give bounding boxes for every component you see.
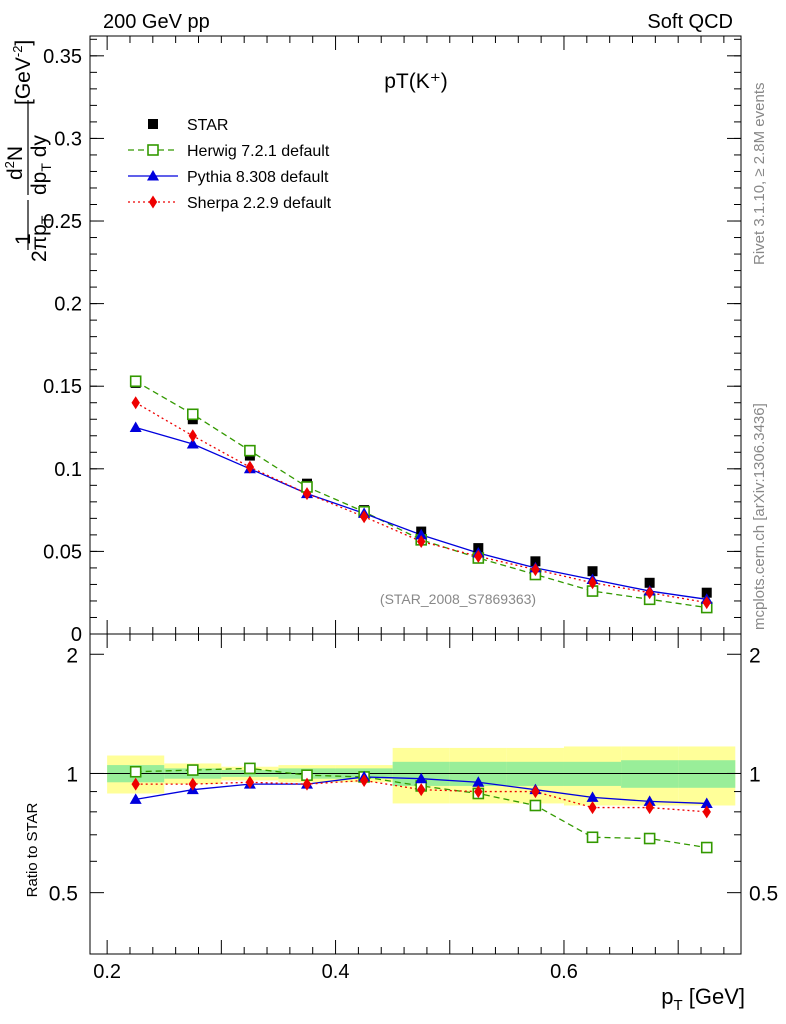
- ratio-point-herwig: [129, 765, 142, 778]
- ratio-point-sherpa: [702, 805, 711, 819]
- main-point-sherpa: [645, 586, 654, 600]
- ratio-ytick-label-right: 0.5: [749, 883, 778, 906]
- ratio-point-sherpa: [188, 777, 197, 791]
- ratio-point-sherpa: [531, 785, 540, 799]
- main-point-pythia: [415, 528, 428, 540]
- ratio-ytick-label: 2: [66, 644, 78, 667]
- legend-entry-pythia: Pythia 8.308 default: [128, 169, 329, 186]
- main-ytick-label: 0.3: [54, 128, 82, 150]
- ratio-ytick-label: 1: [66, 763, 78, 786]
- main-point-star: [587, 566, 598, 577]
- legend-label-sherpa: Sherpa 2.2.9 default: [187, 195, 332, 212]
- svg-text:dpT dy: dpT dy: [28, 135, 54, 195]
- xtick-label: 0.6: [550, 961, 578, 983]
- rivet-label: Rivet 3.1.10, ≥ 2.8M events: [751, 83, 768, 266]
- main-ytick-label: 0.25: [43, 211, 82, 233]
- ratio-panel-frame: [89, 633, 742, 955]
- main-point-star: [530, 556, 541, 567]
- main-ytick-label: 0: [71, 624, 82, 646]
- legend-marker-herwig: [147, 144, 159, 156]
- main-point-sherpa: [474, 549, 483, 563]
- main-point-sherpa: [131, 396, 140, 410]
- main-point-sherpa: [702, 596, 711, 610]
- legend-marker-sherpa: [148, 195, 158, 209]
- legend-entry-star: STAR: [148, 117, 228, 134]
- ratio-point-sherpa: [359, 773, 369, 787]
- ratio-point-herwig: [186, 764, 199, 776]
- main-point-herwig: [186, 408, 199, 421]
- main-point-pythia: [186, 438, 199, 449]
- main-ytick-label: 0.1: [54, 459, 82, 481]
- svg-text:[GeV-2]: [GeV-2]: [10, 40, 35, 105]
- ratio-band-stat: [621, 760, 679, 788]
- xtick-label: 0.2: [93, 961, 121, 983]
- legend-marker-pythia: [147, 170, 159, 181]
- ratio-y-axis-title: Ratio to STAR: [24, 802, 41, 897]
- ratio-point-herwig: [529, 799, 542, 812]
- ratio-point-pythia: [586, 791, 599, 802]
- ratio-ytick-label-right: 1: [749, 763, 761, 786]
- legend: STAR Herwig 7.2.1 default Pythia 8.308 def…: [128, 117, 332, 212]
- ratio-ytick-label: 0.5: [49, 883, 78, 906]
- main-point-pythia: [129, 421, 142, 433]
- ratio-point-herwig: [700, 841, 713, 854]
- ratio-point-sherpa: [474, 785, 483, 799]
- x-axis-title: pT [GeV]: [661, 984, 745, 1014]
- ratio-point-pythia: [415, 772, 428, 784]
- ratio-point-pythia: [472, 776, 485, 787]
- main-ytick-label: 0.05: [43, 541, 82, 563]
- main-ytick-label: 0.15: [43, 376, 82, 398]
- ratio-point-sherpa: [245, 775, 255, 789]
- main-ytick-label: 0.35: [43, 46, 82, 68]
- ratio-band-stat: [678, 760, 736, 788]
- ratio-point-pythia: [129, 793, 142, 804]
- mcplots-label: mcplots.cern.ch [arXiv:1306.3436]: [751, 403, 768, 630]
- main-point-sherpa: [302, 487, 312, 501]
- svg-text:d2N: d2N: [2, 146, 27, 180]
- energy-label: 200 GeV pp: [103, 11, 210, 33]
- main-line-pythia: [135, 426, 707, 600]
- ratio-point-pythia: [643, 795, 656, 806]
- ratio-point-sherpa: [302, 777, 312, 791]
- ratio-point-sherpa: [645, 801, 654, 815]
- main-point-sherpa: [531, 563, 540, 577]
- xtick-label: 0.4: [322, 961, 350, 983]
- ratio-point-pythia: [700, 797, 713, 808]
- main-point-herwig: [244, 444, 256, 457]
- ratio-point-sherpa: [417, 783, 426, 797]
- process-label: Soft QCD: [647, 11, 733, 33]
- main-point-sherpa: [417, 534, 426, 548]
- main-line-herwig: [135, 380, 707, 609]
- ratio-point-sherpa: [131, 777, 140, 791]
- ratio-point-herwig: [586, 831, 599, 844]
- main-line-sherpa: [135, 402, 707, 604]
- legend-entry-sherpa: Sherpa 2.2.9 default: [128, 195, 332, 212]
- ratio-ytick-label-right: 2: [749, 644, 761, 667]
- plot-title: pT(K⁺): [384, 70, 448, 93]
- ratio-point-herwig: [244, 762, 256, 775]
- legend-label-star: STAR: [187, 117, 228, 134]
- main-ytick-label: 0.2: [54, 294, 82, 316]
- ratio-point-herwig: [643, 832, 656, 845]
- legend-marker-star: [148, 119, 158, 129]
- legend-label-pythia: Pythia 8.308 default: [187, 169, 329, 186]
- ratio-line-herwig: [135, 767, 707, 849]
- main-point-sherpa: [359, 510, 369, 524]
- main-point-star: [644, 577, 655, 588]
- main-point-star: [701, 587, 712, 598]
- main-point-sherpa: [188, 429, 197, 443]
- legend-label-herwig: Herwig 7.2.1 default: [187, 143, 330, 160]
- legend-entry-herwig: Herwig 7.2.1 default: [128, 143, 330, 160]
- main-point-herwig: [129, 375, 142, 388]
- main-point-sherpa: [245, 460, 255, 474]
- ratio-point-sherpa: [588, 801, 597, 815]
- analysis-id: (STAR_2008_S7869363): [380, 591, 536, 607]
- svg-text:1: 1: [12, 233, 35, 245]
- main-point-sherpa: [588, 576, 597, 590]
